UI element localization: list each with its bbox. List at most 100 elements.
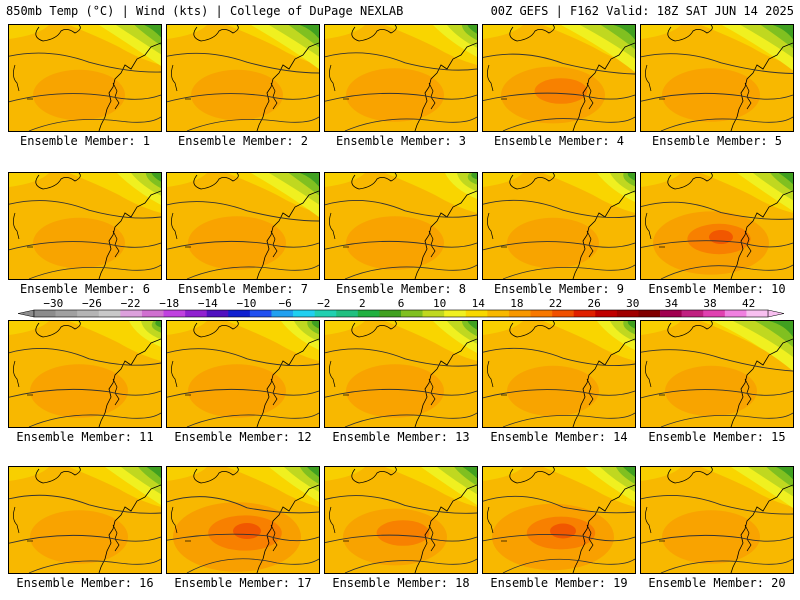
- temperature-field-map: [167, 467, 319, 573]
- temperature-field-map: [483, 25, 635, 131]
- colorbar-tick-label: −26: [82, 297, 102, 310]
- member-label: Ensemble Member: 8: [335, 282, 467, 296]
- colorbar-segment: [314, 310, 337, 317]
- member-label: Ensemble Member: 18: [332, 576, 470, 590]
- colorbar-segment: [703, 310, 726, 317]
- colorbar-tick-label: −30: [43, 297, 63, 310]
- colorbar-tick-label: 26: [588, 297, 601, 310]
- temperature-field-map: [483, 173, 635, 279]
- colorbar-tick-label: −2: [317, 297, 330, 310]
- colorbar-segment: [120, 310, 143, 317]
- colorbar-segment: [206, 310, 229, 317]
- map-panel-member-13: [324, 320, 478, 428]
- member-label: Ensemble Member: 12: [174, 430, 312, 444]
- member-label: Ensemble Member: 13: [332, 430, 470, 444]
- temperature-field-map: [325, 467, 477, 573]
- map-panel-member-15: [640, 320, 794, 428]
- colorbar-segment: [34, 310, 56, 317]
- colorbar-tick-label: 18: [510, 297, 523, 310]
- map-panel-member-7: [166, 172, 320, 280]
- colorbar-segment: [616, 310, 639, 317]
- colorbar-segment: [141, 310, 164, 317]
- colorbar-segment: [681, 310, 704, 317]
- map-panel-member-18: [324, 466, 478, 574]
- member-label: Ensemble Member: 1: [19, 134, 151, 148]
- temperature-field-map: [325, 25, 477, 131]
- colorbar-tick-label: −18: [159, 297, 179, 310]
- colorbar-tick-label: 42: [742, 297, 755, 310]
- map-panel-member-6: [8, 172, 162, 280]
- colorbar-tick-label: −10: [237, 297, 257, 310]
- temperature-field-map: [483, 321, 635, 427]
- colorbar-right-arrow: [767, 309, 785, 318]
- member-label: Ensemble Member: 16: [16, 576, 154, 590]
- colorbar-segment: [487, 310, 510, 317]
- temperature-field-map: [325, 321, 477, 427]
- colorbar-segment: [724, 310, 747, 317]
- colorbar-segment: [379, 310, 402, 317]
- temperature-field-map: [641, 25, 793, 131]
- map-panel-member-19: [482, 466, 636, 574]
- member-label: Ensemble Member: 11: [16, 430, 154, 444]
- member-label: Ensemble Member: 5: [651, 134, 783, 148]
- map-panel-member-14: [482, 320, 636, 428]
- colorbar-tick-label: −22: [121, 297, 141, 310]
- colorbar-segment: [530, 310, 553, 317]
- colorbar-tick-label: 34: [665, 297, 679, 310]
- temperature-field-map: [641, 173, 793, 279]
- colorbar-tick-label: 6: [398, 297, 405, 310]
- colorbar-segment: [595, 310, 618, 317]
- colorbar-segment: [163, 310, 186, 317]
- member-label: Ensemble Member: 17: [174, 576, 312, 590]
- member-label: Ensemble Member: 3: [335, 134, 467, 148]
- colorbar-segment: [746, 310, 769, 317]
- member-label: Ensemble Member: 15: [648, 430, 786, 444]
- colorbar-left-arrow: [17, 309, 35, 318]
- temperature-field-map: [9, 467, 161, 573]
- temperature-field-map: [167, 173, 319, 279]
- colorbar-border: [33, 309, 769, 318]
- member-label: Ensemble Member: 20: [648, 576, 786, 590]
- map-panel-member-10: [640, 172, 794, 280]
- colorbar-segment: [444, 310, 467, 317]
- map-panel-member-8: [324, 172, 478, 280]
- colorbar-segment: [465, 310, 488, 317]
- member-label: Ensemble Member: 19: [490, 576, 628, 590]
- colorbar-segment: [357, 310, 380, 317]
- chart-title: 850mb Temp (°C) | Wind (kts) | College o…: [6, 4, 404, 18]
- colorbar-tick-label: 2: [359, 297, 366, 310]
- colorbar-segment: [228, 310, 251, 317]
- colorbar-segment: [55, 310, 78, 317]
- map-panel-member-1: [8, 24, 162, 132]
- map-panel-member-4: [482, 24, 636, 132]
- temperature-field-map: [641, 321, 793, 427]
- colorbar-tick-label: 38: [703, 297, 716, 310]
- colorbar-segment: [77, 310, 100, 317]
- member-label: Ensemble Member: 6: [19, 282, 151, 296]
- member-label: Ensemble Member: 9: [493, 282, 625, 296]
- colorbar-segment: [98, 310, 121, 317]
- temperature-field-map: [641, 467, 793, 573]
- temperature-field-map: [167, 25, 319, 131]
- colorbar-segment: [293, 310, 315, 317]
- member-label: Ensemble Member: 4: [493, 134, 625, 148]
- temperature-field-map: [483, 467, 635, 573]
- map-panel-member-17: [166, 466, 320, 574]
- colorbar-segment: [185, 310, 208, 317]
- map-panel-member-5: [640, 24, 794, 132]
- map-panel-member-11: [8, 320, 162, 428]
- member-label: Ensemble Member: 10: [648, 282, 786, 296]
- temperature-field-map: [9, 25, 161, 131]
- colorbar-segment: [422, 310, 445, 317]
- colorbar-segment: [552, 310, 575, 317]
- colorbar-segment: [660, 310, 682, 317]
- map-panel-member-12: [166, 320, 320, 428]
- colorbar-tick-label: −14: [198, 297, 218, 310]
- colorbar-segment: [401, 310, 423, 317]
- member-label: Ensemble Member: 7: [177, 282, 309, 296]
- colorbar-tick-label: 14: [472, 297, 486, 310]
- temperature-field-map: [325, 173, 477, 279]
- map-panel-member-3: [324, 24, 478, 132]
- colorbar-segment: [271, 310, 294, 317]
- map-panel-member-2: [166, 24, 320, 132]
